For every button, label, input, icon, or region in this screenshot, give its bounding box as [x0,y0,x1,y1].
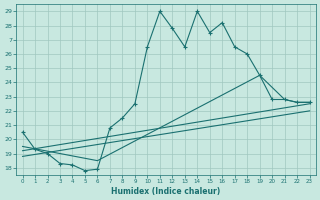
X-axis label: Humidex (Indice chaleur): Humidex (Indice chaleur) [111,187,221,196]
